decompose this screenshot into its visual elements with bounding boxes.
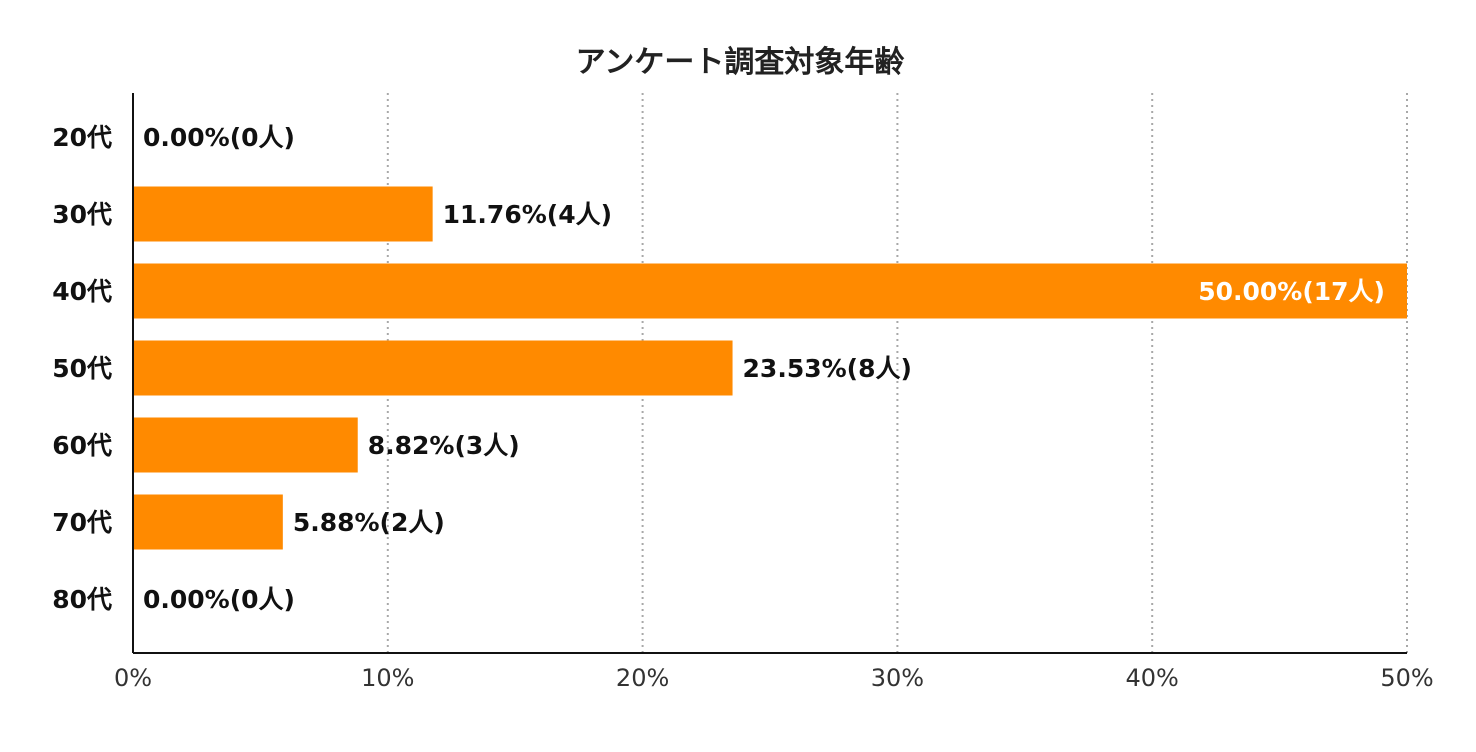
data-label: 5.88%(2人) [293, 508, 445, 537]
bars [133, 186, 1407, 550]
x-tick-label: 40% [1126, 664, 1179, 692]
x-tick-label: 30% [871, 664, 924, 692]
x-tick-label: 50% [1380, 664, 1433, 692]
category-label: 50代 [52, 354, 112, 383]
x-tick-label: 10% [361, 664, 414, 692]
category-label: 70代 [52, 508, 112, 537]
category-label: 60代 [52, 431, 112, 460]
category-label: 20代 [52, 123, 112, 152]
data-label: 23.53%(8人) [743, 354, 912, 383]
data-label: 50.00%(17人) [1198, 277, 1385, 306]
x-tick-label: 0% [114, 664, 152, 692]
bar [133, 494, 283, 550]
bar [133, 417, 358, 473]
data-label: 0.00%(0人) [143, 585, 295, 614]
chart-title: アンケート調査対象年齢 [576, 45, 905, 80]
bar [133, 186, 433, 242]
category-label: 80代 [52, 585, 112, 614]
labels: 0% 10% 20% 30% 40% 50% 20代 0.00%(0人) 30代 11.76%(4… [52, 123, 1433, 692]
data-label: 8.82%(3人) [368, 431, 520, 460]
data-label: 11.76%(4人) [443, 200, 612, 229]
bar [133, 340, 733, 396]
data-label: 0.00%(0人) [143, 123, 295, 152]
x-tick-label: 20% [616, 664, 669, 692]
category-label: 30代 [52, 200, 112, 229]
category-label: 40代 [52, 277, 112, 306]
axes [132, 93, 1407, 654]
bar [133, 263, 1407, 319]
